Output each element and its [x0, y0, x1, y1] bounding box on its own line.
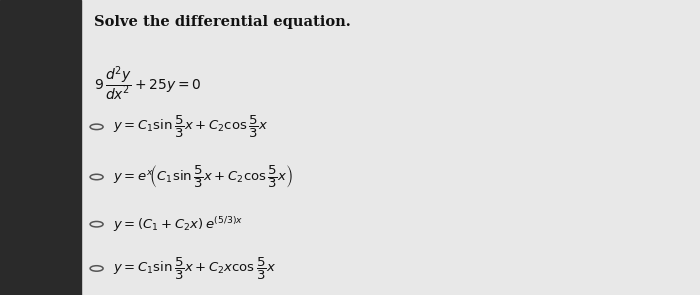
Text: $y = e^{x}\!\left(C_1 \sin \dfrac{5}{3}x + C_2 \cos \dfrac{5}{3}x\right)$: $y = e^{x}\!\left(C_1 \sin \dfrac{5}{3}x… — [113, 163, 293, 191]
Text: $y = C_1 \sin \dfrac{5}{3}x + C_2 \cos \dfrac{5}{3}x$: $y = C_1 \sin \dfrac{5}{3}x + C_2 \cos \… — [113, 114, 269, 140]
Text: Solve the differential equation.: Solve the differential equation. — [94, 15, 351, 29]
Bar — [0, 0, 80, 295]
Text: $9\,\dfrac{d^{2}y}{dx^{2}} + 25y = 0$: $9\,\dfrac{d^{2}y}{dx^{2}} + 25y = 0$ — [94, 65, 202, 104]
Text: $y = C_1 \sin \dfrac{5}{3}x + C_2 x \cos \dfrac{5}{3}x$: $y = C_1 \sin \dfrac{5}{3}x + C_2 x \cos… — [113, 255, 276, 281]
Text: $y = (C_1 + C_2 x)\,e^{(5/3)x}$: $y = (C_1 + C_2 x)\,e^{(5/3)x}$ — [113, 215, 244, 234]
